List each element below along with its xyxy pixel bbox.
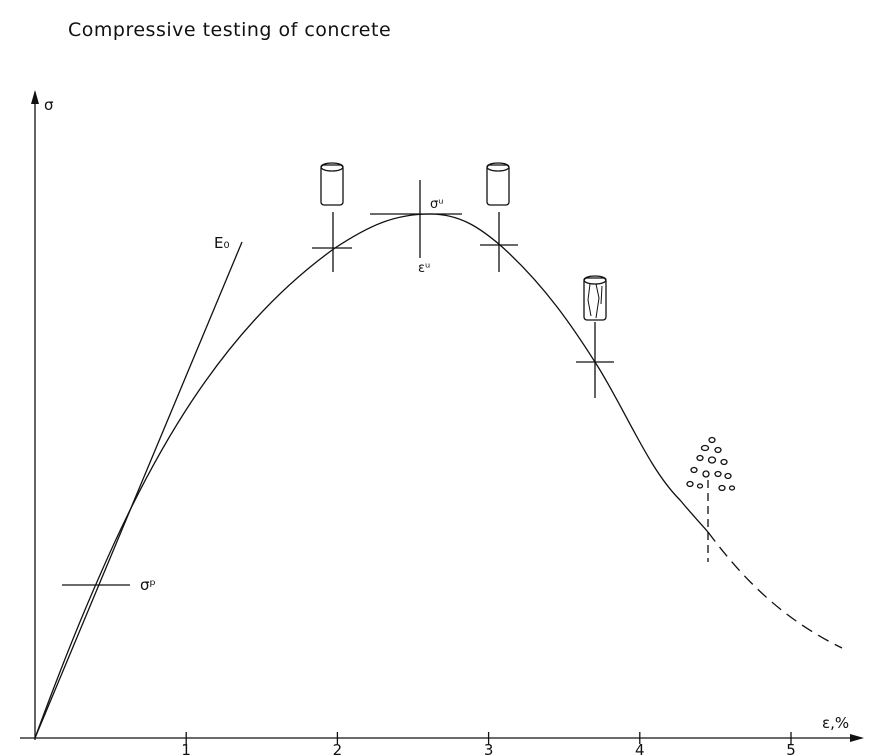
- x-ticks: 1 2 3 4 5: [181, 732, 795, 756]
- y-axis-label: σ: [44, 96, 54, 114]
- specimen-intact-1: [321, 163, 343, 205]
- modulus-label: E₀: [214, 234, 230, 252]
- x-tick-label: 3: [484, 741, 494, 756]
- x-arrow: [850, 734, 864, 742]
- x-tick-label: 5: [786, 741, 796, 756]
- y-arrow: [31, 90, 39, 104]
- diagram: Compressive testing of concrete σ ε,% 1 2…: [0, 0, 884, 756]
- marker-4: [576, 322, 614, 398]
- tangent-line: [35, 242, 242, 738]
- proportional-limit-label: σᵖ: [140, 576, 156, 594]
- specimen-crushed: [687, 438, 735, 491]
- marker-3: [480, 212, 518, 272]
- marker-peak: [370, 180, 462, 258]
- x-tick-label: 4: [635, 741, 645, 756]
- marker-1: [312, 212, 352, 272]
- specimen-intact-2: [487, 163, 509, 205]
- stress-strain-curve: [35, 214, 708, 738]
- x-tick-label: 2: [333, 741, 343, 756]
- peak-strain-label: εᵘ: [418, 261, 430, 276]
- softening-branch: [708, 532, 842, 648]
- x-tick-label: 1: [181, 741, 191, 756]
- specimen-cracked: [584, 276, 606, 320]
- title: Compressive testing of concrete: [68, 19, 391, 41]
- x-axis-label: ε,%: [822, 714, 849, 732]
- peak-stress-label: σᵘ: [430, 197, 444, 212]
